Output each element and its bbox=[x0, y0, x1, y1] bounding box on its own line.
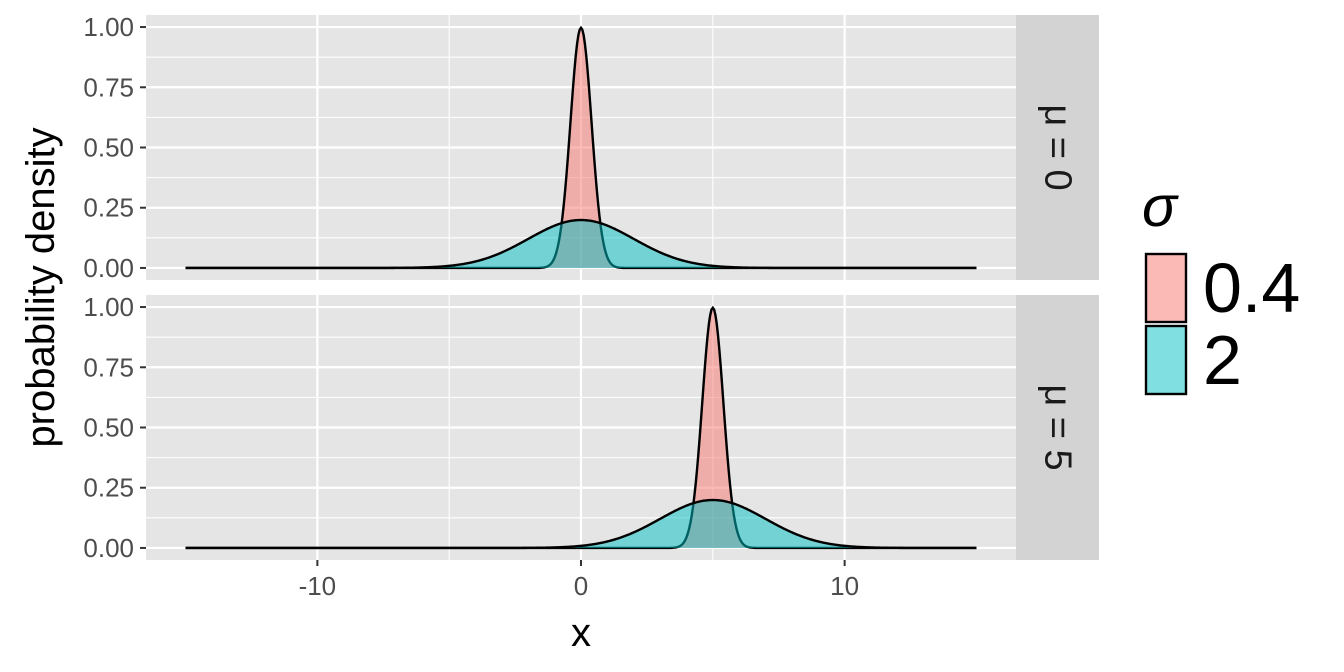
y-tick-label: 0.25 bbox=[83, 193, 134, 223]
density-curve-sigma-2 bbox=[185, 218, 977, 270]
facet-strip-label: μ = 5 bbox=[1037, 384, 1079, 470]
facet-strip bbox=[1016, 15, 1099, 280]
legend: σ 0.42 bbox=[1142, 174, 1300, 399]
legend-entries: 0.42 bbox=[1144, 249, 1300, 399]
facet-strip bbox=[1016, 295, 1099, 560]
y-tick-label: 1.00 bbox=[83, 292, 134, 322]
facet-panels: 0.00 0.25 0.50 0.75 1.00 μ = 0 0.00 0.25 0.50 0.7… bbox=[83, 12, 1099, 563]
density-area-sigma-0.4 bbox=[185, 27, 977, 268]
x-tick-label: -10 bbox=[299, 571, 337, 601]
y-tick-label: 0.50 bbox=[83, 413, 134, 443]
x-axis: -10 0 10 bbox=[299, 560, 859, 601]
y-tick-label: 0.00 bbox=[83, 533, 134, 563]
y-axis-title: probability density bbox=[19, 127, 63, 447]
legend-title: σ bbox=[1142, 174, 1179, 239]
y-tick-label: 0.75 bbox=[83, 352, 134, 382]
facet-panel-1: 0.00 0.25 0.50 0.75 1.00 μ = 0 bbox=[83, 12, 1099, 283]
legend-label: 0.4 bbox=[1203, 249, 1300, 327]
legend-label: 2 bbox=[1203, 321, 1242, 399]
y-tick-label: 0.00 bbox=[83, 253, 134, 283]
density-area-sigma-2 bbox=[185, 220, 977, 268]
y-tick-label: 1.00 bbox=[83, 12, 134, 42]
legend-key bbox=[1144, 252, 1188, 324]
density-curve-sigma-2 bbox=[185, 498, 977, 550]
x-axis-title: x bbox=[571, 611, 591, 655]
y-tick-label: 0.25 bbox=[83, 473, 134, 503]
facet-panel-2: 0.00 0.25 0.50 0.75 1.00 μ = 5 bbox=[83, 292, 1099, 563]
y-tick-label: 0.75 bbox=[83, 72, 134, 102]
legend-key bbox=[1144, 324, 1188, 396]
x-tick-label: 10 bbox=[830, 571, 859, 601]
facet-strip-label: μ = 0 bbox=[1037, 104, 1079, 190]
x-tick-label: 0 bbox=[574, 571, 588, 601]
y-tick-label: 0.50 bbox=[83, 133, 134, 163]
density-area-sigma-2 bbox=[185, 500, 977, 548]
